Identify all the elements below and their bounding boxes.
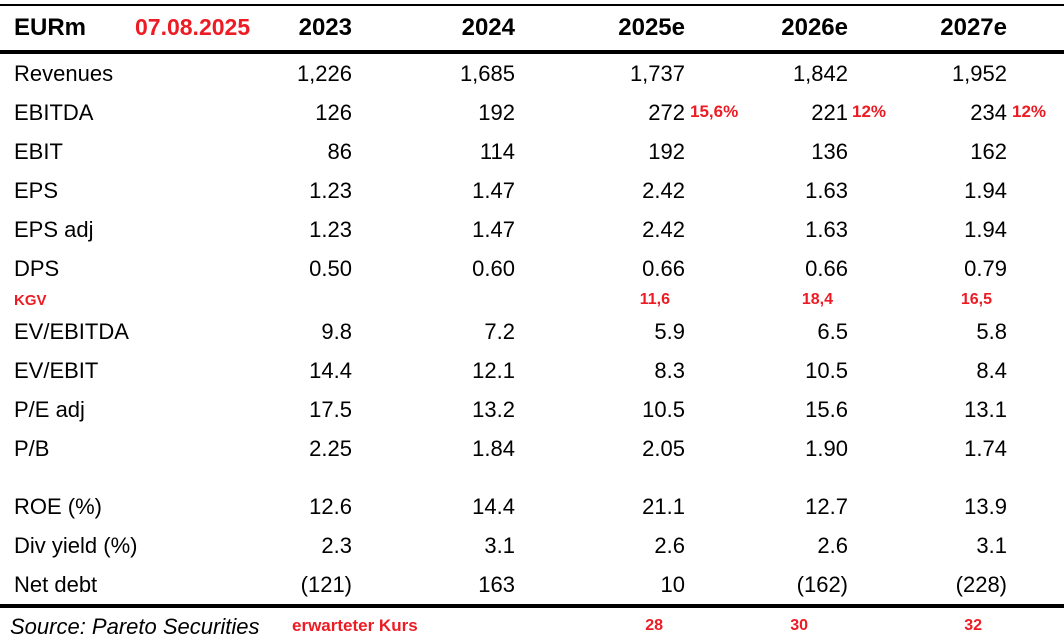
table-row-dps: DPS 0.50 0.60 0.66 0.66 0.79 bbox=[0, 249, 1064, 288]
table-row-ebit: EBIT 86 114 192 136 162 bbox=[0, 132, 1064, 171]
growth-annotation-2027e: 12% bbox=[1012, 102, 1047, 121]
bottom-rule bbox=[0, 604, 1064, 608]
column-header-2023: 2023 bbox=[298, 14, 352, 41]
expected-price-2025e: 28 bbox=[645, 617, 663, 634]
table-row-revenues: Revenues 1,226 1,685 1,737 1,842 1,952 bbox=[0, 54, 1064, 93]
table-row-net-debt: Net debt (121) 163 10 (162) (228) bbox=[0, 565, 1064, 604]
column-header-2026e: 2026e bbox=[781, 14, 848, 41]
column-header-2025e: 2025e bbox=[618, 14, 685, 41]
row-label: EV/EBITDA bbox=[14, 318, 129, 344]
table-row-pe-adj: P/E adj 17.5 13.2 10.5 15.6 13.1 bbox=[0, 390, 1064, 429]
spacer-row bbox=[0, 468, 1064, 487]
row-label: P/B bbox=[14, 435, 50, 461]
top-rule bbox=[0, 4, 1064, 6]
table-row-eps-adj: EPS adj 1.23 1.47 2.42 1.63 1.94 bbox=[0, 210, 1064, 249]
row-label: EBITDA bbox=[14, 99, 94, 125]
financials-table: EURm 2023 2024 2025e 2026e 2027e 07.08.2… bbox=[0, 4, 1064, 644]
row-label: P/E adj bbox=[14, 396, 85, 422]
row-label: ROE (%) bbox=[14, 493, 102, 519]
growth-annotation-2026e: 12% bbox=[852, 102, 887, 121]
table-row-kgv-annotation: KGV 11,6 18,4 16,5 bbox=[0, 288, 1064, 312]
row-label: EPS bbox=[14, 177, 59, 203]
kgv-label: KGV bbox=[14, 291, 47, 309]
row-label: Div yield (%) bbox=[14, 532, 138, 558]
row-label: Revenues bbox=[14, 60, 114, 86]
table-row-roe: ROE (%) 12.6 14.4 21.1 12.7 13.9 bbox=[0, 487, 1064, 526]
expected-price-2027e: 32 bbox=[964, 617, 982, 634]
row-label: Net debt bbox=[14, 571, 98, 597]
date-annotation: 07.08.2025 bbox=[135, 14, 251, 40]
header-rule bbox=[0, 50, 1064, 54]
row-label: EPS adj bbox=[14, 216, 94, 242]
expected-price-label: erwarteter Kurs bbox=[292, 616, 418, 635]
source-note: Source: Pareto Securities bbox=[10, 614, 260, 639]
unit-label: EURm bbox=[14, 14, 87, 41]
header-row: EURm 2023 2024 2025e 2026e 2027e 07.08.2… bbox=[0, 6, 1064, 50]
column-header-2024: 2024 bbox=[461, 14, 515, 41]
row-label: EBIT bbox=[14, 138, 63, 164]
table-row-ev-ebitda: EV/EBITDA 9.8 7.2 5.9 6.5 5.8 bbox=[0, 312, 1064, 351]
row-label: EV/EBIT bbox=[14, 357, 99, 383]
kgv-value-2027e: 16,5 bbox=[960, 291, 992, 308]
row-label: DPS bbox=[14, 255, 60, 281]
footer-row: Source: Pareto Securities erwarteter Kur… bbox=[0, 610, 1064, 644]
table-row-pb: P/B 2.25 1.84 2.05 1.90 1.74 bbox=[0, 429, 1064, 468]
table-row-eps: EPS 1.23 1.47 2.42 1.63 1.94 bbox=[0, 171, 1064, 210]
table-row-ebitda: EBITDA 126 192 272 221 234 15,6% 12% 12% bbox=[0, 93, 1064, 132]
kgv-value-2025e: 11,6 bbox=[639, 291, 670, 308]
expected-price-2026e: 30 bbox=[790, 617, 808, 634]
growth-annotation-2025e: 15,6% bbox=[690, 102, 739, 121]
table-row-div-yield: Div yield (%) 2.3 3.1 2.6 2.6 3.1 bbox=[0, 526, 1064, 565]
table-row-ev-ebit: EV/EBIT 14.4 12.1 8.3 10.5 8.4 bbox=[0, 351, 1064, 390]
column-header-2027e: 2027e bbox=[940, 14, 1007, 41]
kgv-value-2026e: 18,4 bbox=[801, 291, 833, 308]
